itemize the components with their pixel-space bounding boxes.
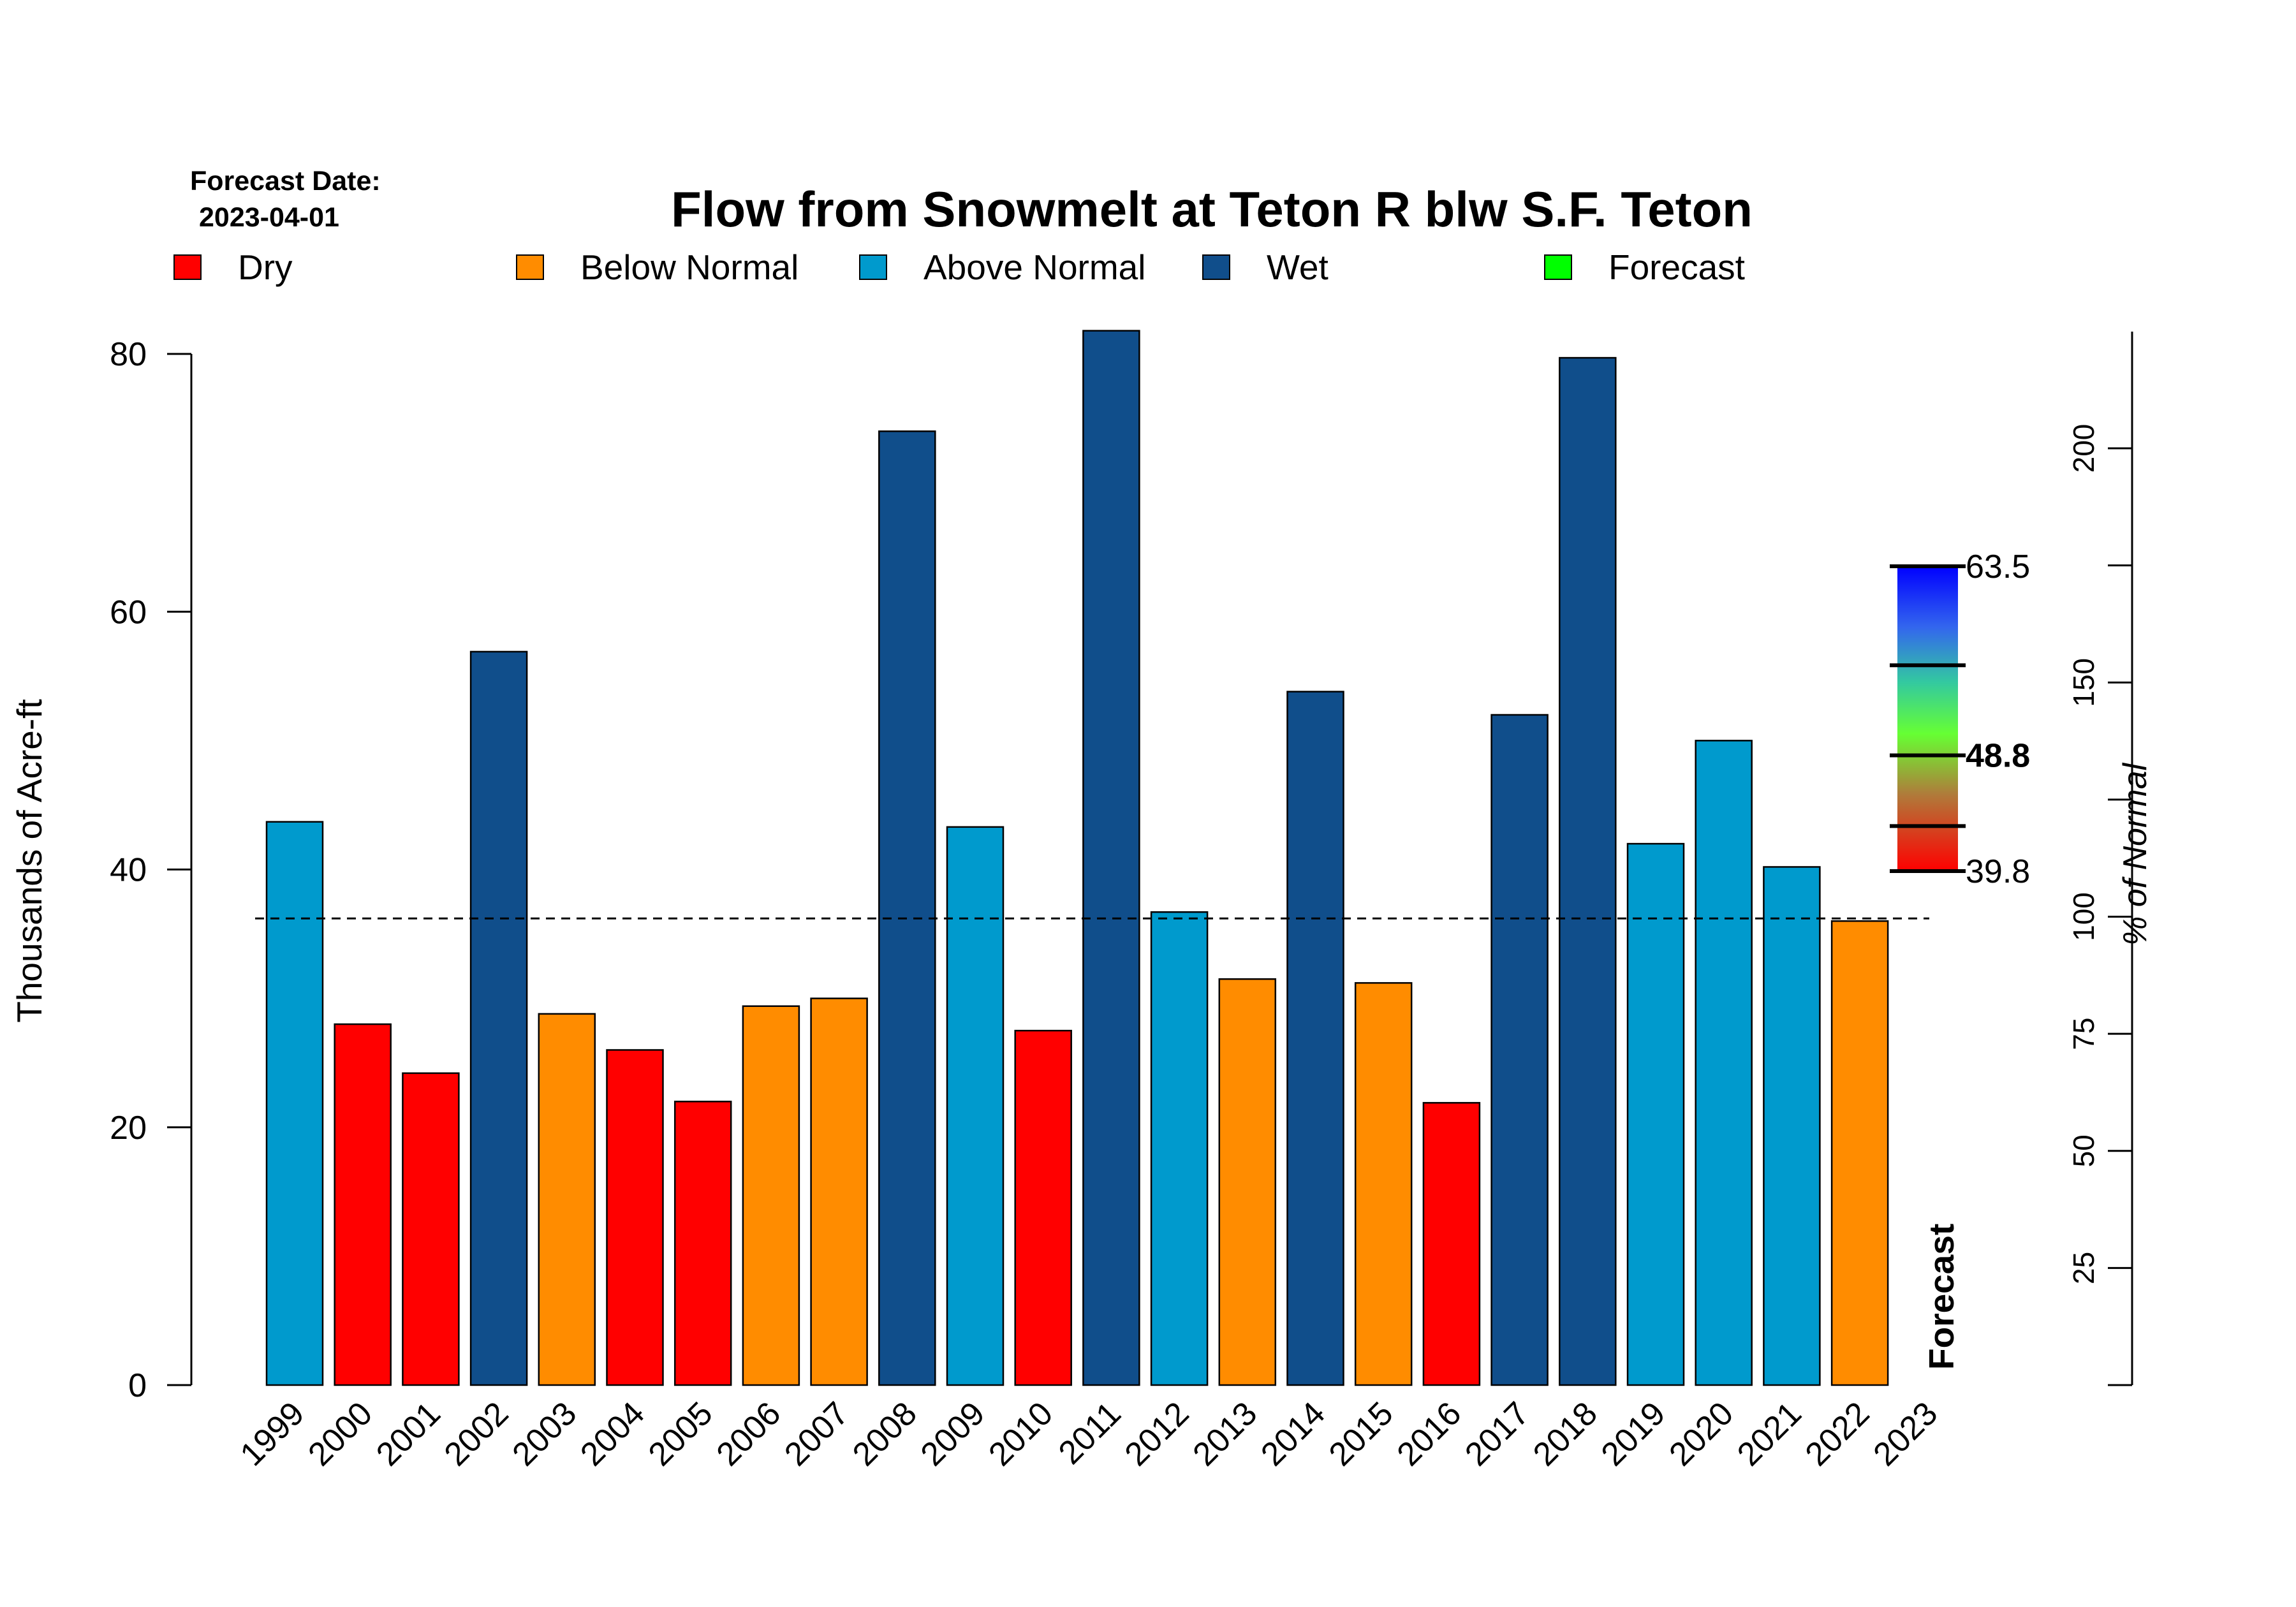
right-axis: 25 50 75 100 150 200 [2067, 332, 2133, 1386]
x-tick-label-2005: 2005 [642, 1395, 720, 1473]
x-tick-label-2001: 2001 [369, 1395, 448, 1473]
bar-2022 [1830, 920, 1889, 1386]
legend-label-dry: Dry [238, 247, 293, 287]
x-tick-label-2008: 2008 [846, 1395, 924, 1473]
legend-label-forecast: Forecast [1608, 247, 1745, 287]
x-tick-label-2014: 2014 [1254, 1395, 1332, 1473]
y-axis: 0 20 40 60 80 [110, 336, 193, 1404]
bar-2011 [1082, 330, 1140, 1386]
x-tick-label-2016: 2016 [1390, 1395, 1469, 1473]
x-tick-label-2023: 2023 [1866, 1395, 1945, 1473]
bar-2006 [742, 1005, 800, 1386]
x-tick-label-2015: 2015 [1322, 1395, 1401, 1473]
legend-swatch-above-normal [859, 254, 887, 280]
right-tick-label-150: 150 [2067, 658, 2100, 707]
bar-2012 [1150, 911, 1209, 1386]
x-tick-label-2003: 2003 [505, 1395, 584, 1473]
bar-2009 [946, 826, 1004, 1386]
bar-2010 [1014, 1029, 1072, 1386]
bar-2008 [878, 430, 936, 1386]
y-axis-label: Thousands of Acre-ft [10, 699, 49, 1023]
x-tick-label-2000: 2000 [301, 1395, 379, 1473]
y-tick-label-60: 60 [110, 594, 147, 631]
x-tick-label-2011: 2011 [1052, 1395, 1128, 1471]
forecast-low-value: 39.8 [1966, 853, 2030, 890]
x-tick-label-2012: 2012 [1118, 1395, 1196, 1473]
bar-2019 [1626, 842, 1685, 1386]
bar-2007 [810, 997, 868, 1386]
x-tick-label-1999: 1999 [233, 1395, 312, 1473]
x-tick-label-2010: 2010 [982, 1395, 1060, 1473]
x-tick-label-2018: 2018 [1526, 1395, 1605, 1473]
legend-label-above-normal: Above Normal [924, 247, 1145, 287]
forecast-bar-label: Forecast [1922, 1224, 1961, 1370]
x-tick-label-2002: 2002 [438, 1395, 516, 1473]
bar-2015 [1354, 982, 1413, 1386]
y-tick-label-20: 20 [110, 1110, 147, 1147]
x-tick-label-2013: 2013 [1186, 1395, 1264, 1473]
bar-1999 [265, 821, 324, 1386]
bar-2016 [1422, 1102, 1481, 1386]
x-axis: 1999200020012002200320042005200620072008… [233, 1395, 1945, 1473]
forecast-high-value: 63.5 [1966, 548, 2030, 585]
x-tick-label-2019: 2019 [1594, 1395, 1673, 1473]
bar-2001 [402, 1072, 460, 1386]
x-tick-label-2009: 2009 [914, 1395, 992, 1473]
forecast-median-value: 48.8 [1966, 737, 2030, 774]
x-tick-label-2007: 2007 [777, 1395, 856, 1473]
legend-swatch-dry [173, 254, 202, 280]
bar-2005 [673, 1101, 732, 1386]
right-tick-label-100: 100 [2067, 892, 2100, 941]
legend-swatch-below-normal [516, 254, 544, 280]
bar-2003 [538, 1013, 596, 1386]
bar-2021 [1763, 866, 1821, 1386]
y-tick-label-40: 40 [110, 852, 147, 889]
colorbar-gradient [1897, 566, 1958, 871]
chart-title: Flow from Snowmelt at Teton R blw S.F. T… [671, 181, 1753, 237]
right-tick-label-50: 50 [2067, 1134, 2100, 1167]
forecast-date-label: Forecast Date: [190, 166, 381, 196]
legend-swatch-wet [1202, 254, 1230, 280]
bar-2013 [1218, 978, 1277, 1386]
bar-2018 [1559, 356, 1617, 1386]
x-tick-label-2017: 2017 [1458, 1395, 1536, 1473]
forecast-colorbar: 63.5 48.8 39.8 [1890, 548, 2030, 890]
x-tick-label-2021: 2021 [1730, 1395, 1809, 1473]
forecast-date: 2023-04-01 [199, 202, 339, 233]
bar-2020 [1695, 740, 1753, 1386]
bar-2004 [606, 1049, 664, 1386]
legend-label-wet: Wet [1267, 247, 1328, 287]
legend: Dry Below Normal Above Normal Wet Forecast [173, 247, 1745, 287]
x-tick-label-2006: 2006 [710, 1395, 788, 1473]
right-tick-label-75: 75 [2067, 1018, 2100, 1050]
bars [265, 330, 1889, 1386]
legend-swatch-forecast [1544, 254, 1572, 280]
bar-2017 [1490, 714, 1549, 1386]
x-tick-label-2020: 2020 [1662, 1395, 1740, 1473]
right-axis-label: % of Normal [2117, 763, 2154, 946]
x-tick-label-2004: 2004 [573, 1395, 652, 1473]
bar-2002 [469, 650, 528, 1386]
x-tick-label-2022: 2022 [1799, 1395, 1877, 1473]
right-tick-label-25: 25 [2067, 1252, 2100, 1284]
bar-2000 [334, 1023, 392, 1386]
bar-2014 [1286, 691, 1344, 1386]
right-tick-label-200: 200 [2067, 424, 2100, 473]
y-tick-label-80: 80 [110, 336, 147, 373]
legend-label-below-normal: Below Normal [580, 247, 798, 287]
y-tick-label-0: 0 [128, 1367, 147, 1404]
